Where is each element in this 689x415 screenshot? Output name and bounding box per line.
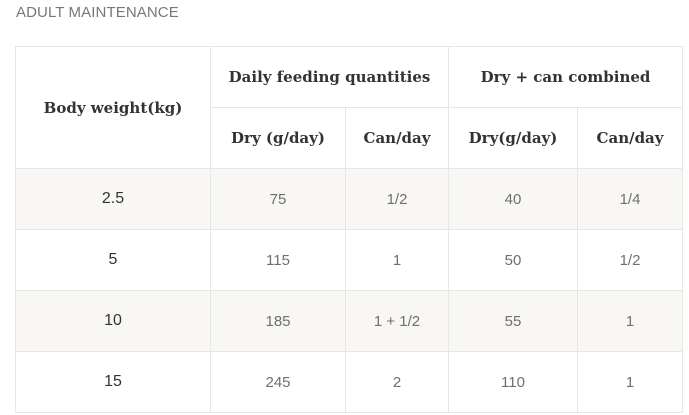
table-row: 10 185 1 + 1/2 55 1 bbox=[15, 290, 684, 352]
cell-daily-dry: 115 bbox=[210, 229, 346, 291]
header-dry-can-combined: Dry + can combined bbox=[448, 46, 684, 108]
cell-daily-can: 2 bbox=[344, 351, 450, 413]
cell-daily-can: 1 bbox=[344, 229, 450, 291]
cell-combined-dry: 50 bbox=[448, 229, 579, 291]
cell-weight: 2.5 bbox=[15, 168, 211, 230]
cell-weight: 15 bbox=[15, 351, 211, 413]
header-combined-can: Can/day bbox=[577, 107, 684, 169]
table-row: 15 245 2 110 1 bbox=[15, 351, 684, 413]
cell-combined-can: 1/4 bbox=[577, 168, 684, 230]
table-subheader-row: Dry (g/day) Can/day Dry(g/day) Can/day bbox=[16, 107, 684, 169]
cell-daily-dry: 75 bbox=[210, 168, 346, 230]
header-combined-dry: Dry(g/day) bbox=[448, 107, 579, 169]
table-header-row: Body weight(kg) Daily feeding quantities… bbox=[15, 46, 684, 169]
table-row: 5 115 1 50 1/2 bbox=[15, 229, 684, 291]
cell-combined-can: 1 bbox=[577, 290, 684, 352]
header-daily-feeding: Daily feeding quantities bbox=[209, 46, 450, 108]
cell-combined-can: 1 bbox=[577, 351, 684, 413]
cell-combined-dry: 55 bbox=[448, 290, 579, 352]
cell-weight: 5 bbox=[15, 229, 211, 291]
header-daily-dry: Dry (g/day) bbox=[210, 107, 346, 169]
feeding-table: Body weight(kg) Daily feeding quantities… bbox=[15, 46, 684, 413]
cell-weight: 10 bbox=[15, 290, 211, 352]
table-row: 2.5 75 1/2 40 1/4 bbox=[15, 168, 684, 230]
header-daily-can: Can/day bbox=[344, 107, 450, 169]
section-title: ADULT MAINTENANCE bbox=[16, 4, 179, 21]
header-body-weight: Body weight(kg) bbox=[15, 46, 211, 169]
cell-combined-dry: 40 bbox=[448, 168, 579, 230]
cell-daily-can: 1 + 1/2 bbox=[344, 290, 450, 352]
cell-daily-dry: 245 bbox=[210, 351, 346, 413]
cell-combined-dry: 110 bbox=[448, 351, 579, 413]
cell-daily-dry: 185 bbox=[210, 290, 346, 352]
cell-combined-can: 1/2 bbox=[577, 229, 684, 291]
cell-daily-can: 1/2 bbox=[344, 168, 450, 230]
